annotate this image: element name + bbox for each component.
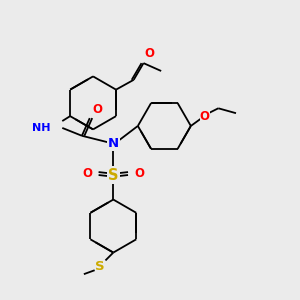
- Text: O: O: [134, 167, 144, 180]
- Text: S: S: [108, 167, 119, 182]
- Text: O: O: [93, 103, 103, 116]
- Text: O: O: [83, 167, 93, 180]
- Text: S: S: [95, 260, 104, 273]
- Text: NH: NH: [32, 123, 50, 133]
- Text: N: N: [108, 137, 119, 150]
- Text: O: O: [200, 110, 210, 123]
- Text: O: O: [145, 47, 154, 60]
